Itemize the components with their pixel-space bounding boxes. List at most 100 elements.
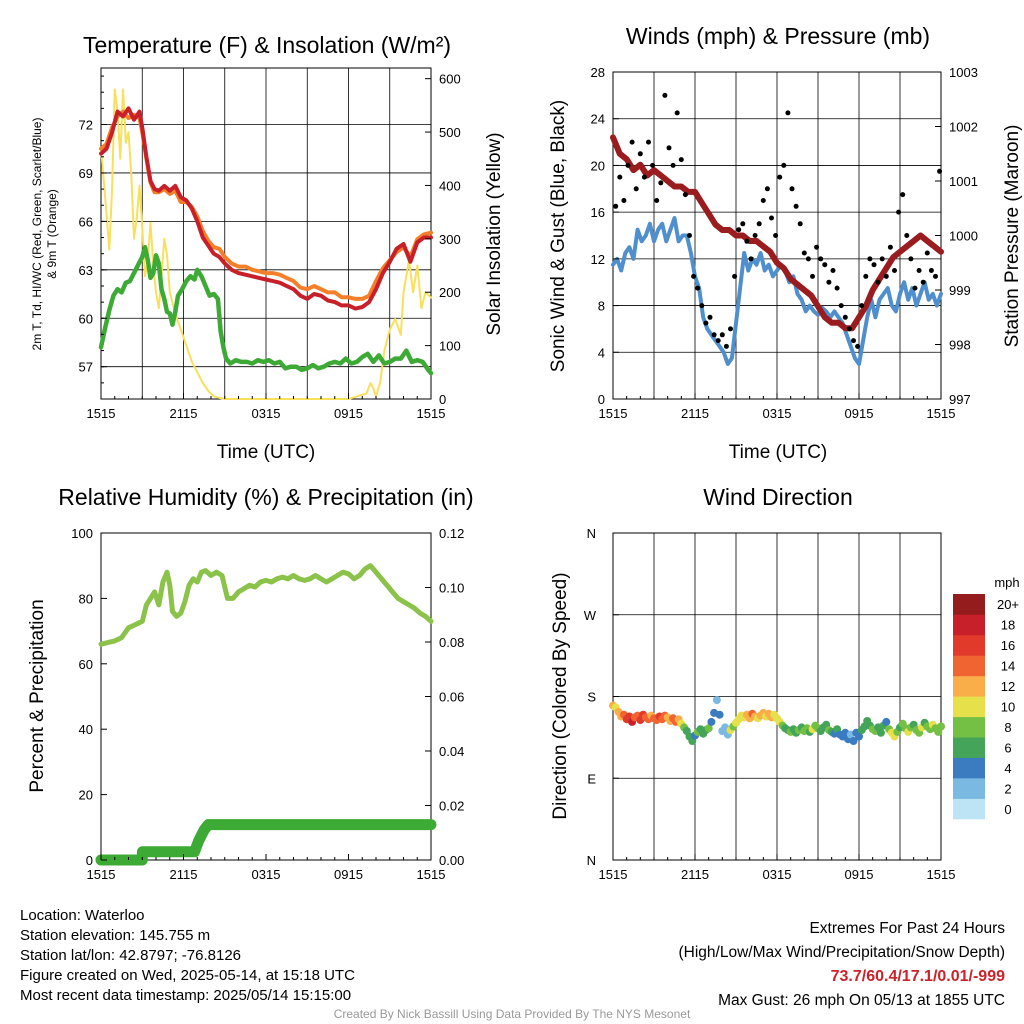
wind-ytick-left-label: 24 [591,112,605,127]
rh-ytick-left-label: 40 [79,722,93,737]
colorbar-label: 2 [1004,781,1011,796]
gust-point [723,343,729,349]
gust-point [699,303,705,309]
gust-point [859,303,865,309]
colorbar-label: 6 [1004,740,1011,755]
temperature-panel: Temperature (F) & Insolation (W/m²) 1515… [30,32,505,463]
dir-ytick-label: E [587,771,596,786]
gust-point [740,221,746,227]
colorbar-swatch [953,798,985,820]
gust-point [855,343,861,349]
temp-ytick-left-label: 60 [79,311,93,326]
colorbar-label: 12 [1001,679,1015,694]
gust-point [810,273,815,279]
temp-ytick-right-label: 600 [439,72,461,87]
gust-point [846,326,852,332]
gust-point [691,273,697,279]
direction-panel-title: Wind Direction [703,484,853,510]
temperature-ylabel-right: Solar Insolation (Yellow) [484,132,505,335]
gust-point [711,332,717,338]
dir-xtick-label: 0315 [763,867,792,882]
gust-point [617,174,623,180]
wind-xtick-label: 1515 [599,406,628,421]
wind-ytick-left-label: 0 [598,392,605,407]
wind-series-pressure [610,134,944,332]
temp-ytick-left-label: 66 [79,214,93,229]
gust-point [851,338,856,344]
colorbar-label: 20+ [997,597,1019,612]
dir-xtick-label: 2115 [681,867,709,882]
direction-point [882,717,891,726]
temp-ytick-right-label: 100 [439,339,461,354]
colorbar-swatch [953,696,985,718]
station-latlon: Station lat/lon: 42.8797; -76.8126 [20,947,242,964]
temp-ytick-right-label: 200 [439,285,461,300]
colorbar-swatch [953,594,985,615]
gust-point [633,186,639,192]
rh-ytick-left-label: 60 [79,657,93,672]
gust-point [613,203,619,209]
gust-point [744,238,750,244]
colorbar-label: 4 [1004,761,1011,776]
figure-created: Figure created on Wed, 2025-05-14, at 15… [20,967,355,984]
gust-point [625,162,631,168]
gust-point [773,233,779,238]
colorbar-swatch [953,614,985,636]
rh-series-humidity [98,563,434,647]
dir-ytick-label: N [587,853,596,868]
colorbar-swatch [953,675,985,697]
temp-xtick-label: 2115 [170,406,198,421]
rh-ytick-right-label: 0.08 [439,635,464,650]
temp-ytick-left-label: 57 [79,360,93,375]
rh-xtick-label: 1515 [417,867,446,882]
rh-ytick-right-label: 0.10 [439,581,464,596]
gust-point [662,92,668,98]
wind-xtick-label: 0915 [845,406,874,421]
temp-series-2m-t [99,106,433,311]
gust-point [879,256,885,262]
extremes-title: Extremes For Past 24 Hours [809,920,1005,937]
gust-point [760,198,766,203]
wind-series-sonic [611,216,943,366]
wind-ytick-right-label: 1003 [949,65,978,80]
gust-point [842,314,848,320]
colorbar-label: 16 [1001,638,1015,653]
temperature-ylabel-left-line2: & 9m T (Orange) [45,189,59,279]
direction-point [712,696,721,705]
winds-ticks: 1515 2115 0315 0915 151504812162024289979989… [591,65,978,421]
winds-series [610,92,944,366]
wind-ytick-left-label: 4 [598,345,605,360]
winds-ylabel-right: Station Pressure (Maroon) [1002,125,1023,348]
gust-point [728,326,733,332]
gust-point [924,250,930,256]
direction-ylabel-left: Direction (Colored By Speed) [550,572,571,819]
temp-xtick-label: 0915 [334,406,363,421]
colorbar-swatch [953,634,985,656]
wind-ytick-right-label: 997 [949,392,971,407]
temp-ytick-left-label: 63 [79,263,93,278]
gust-point [641,174,647,180]
gust-point [830,268,836,273]
colorbar-label: 18 [1001,618,1015,633]
temp-xtick-label: 1515 [87,406,116,421]
footer-credit: Created By Nick Bassill Using Data Provi… [333,1007,691,1021]
colorbar-label: 8 [1004,720,1011,735]
direction-point [849,737,858,745]
direction-point [707,717,716,726]
gust-point [793,203,799,209]
dir-ytick-label: W [584,608,597,623]
humidity-panel: Relative Humidity (%) & Precipitation (i… [27,484,474,882]
gust-point [908,256,914,262]
dir-xtick-label: 1515 [599,867,628,882]
gust-point [777,174,783,180]
wind-ytick-left-label: 20 [591,158,605,173]
colorbar-swatch [953,778,985,799]
station-elevation: Station elevation: 145.755 m [20,927,211,944]
direction-panel: Wind Direction 1515 2115 0315 0915 1515NESWN… [550,484,1020,882]
temp-xtick-label: 0315 [252,406,281,421]
dir-xtick-label: 1515 [927,867,956,882]
extremes-subtitle: (High/Low/Max Wind/Precipitation/Snow De… [678,944,1006,961]
rh-ytick-left-label: 100 [71,526,93,541]
colorbar-swatch [953,737,985,758]
